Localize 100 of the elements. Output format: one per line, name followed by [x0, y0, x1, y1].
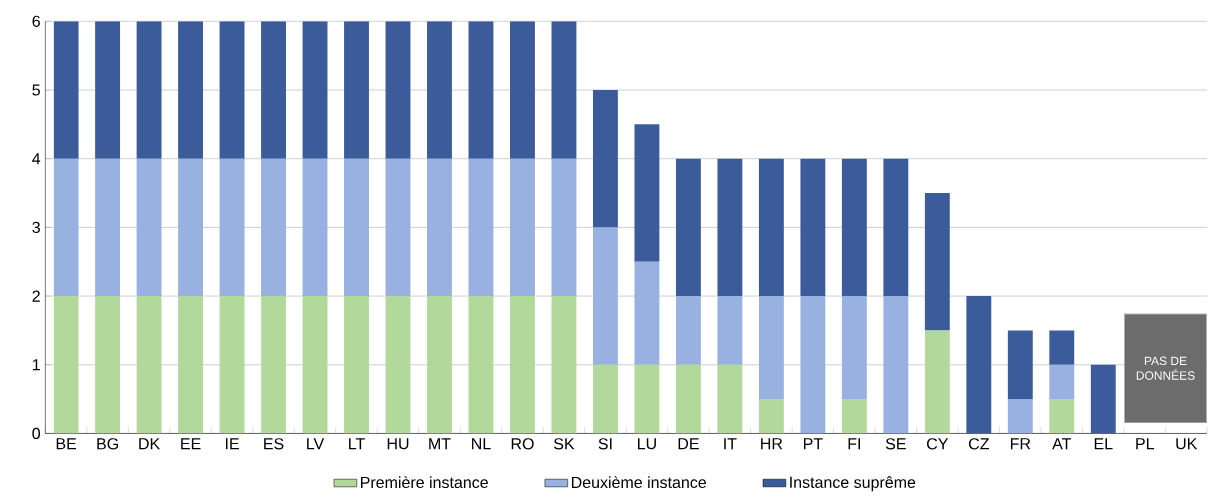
bar [178, 296, 204, 434]
bar [178, 21, 204, 159]
bar [53, 296, 79, 434]
x-tick-label: CY [927, 438, 949, 450]
x-tick-label: PT [803, 438, 823, 450]
legend-label: Instance suprême [790, 476, 916, 492]
bar [510, 21, 535, 159]
x-tick-label: LT [349, 438, 365, 450]
bar [1049, 330, 1075, 365]
bar [758, 399, 784, 434]
bar [468, 296, 494, 434]
x-tick-label: HU [387, 438, 409, 450]
bar [1049, 399, 1075, 434]
x-tick-label: BE [56, 438, 77, 450]
bar [468, 158, 494, 297]
x-tick-label: LV [307, 438, 325, 450]
y-tick-label: 4 [32, 153, 41, 165]
bar [95, 158, 121, 297]
y-tick-label: 3 [32, 221, 40, 233]
x-tick-label: FR [1010, 438, 1031, 450]
x-tick-label: SE [885, 438, 906, 450]
y-tick-label: 5 [32, 84, 40, 96]
bar [675, 364, 701, 434]
bar [841, 158, 867, 297]
bar [219, 158, 245, 297]
bar [551, 21, 577, 159]
bar [261, 21, 286, 159]
bar [385, 21, 411, 159]
bar [592, 364, 618, 434]
bar [427, 21, 452, 159]
bar [924, 330, 950, 434]
bar [717, 364, 743, 434]
x-tick-label: SK [554, 438, 575, 450]
bar [800, 158, 826, 297]
bar [1007, 399, 1033, 434]
bar [385, 296, 411, 434]
y-tick-label: 6 [32, 15, 40, 27]
x-tick-label: BG [97, 438, 118, 450]
x-tick-label: LU [638, 438, 656, 450]
bar [53, 21, 79, 159]
bar [219, 296, 245, 434]
x-tick-label: IE [225, 438, 239, 450]
x-tick-label: DK [139, 438, 161, 450]
bar [883, 158, 909, 297]
bar [302, 158, 328, 297]
y-tick-label: 1 [32, 359, 40, 371]
bar [758, 158, 784, 297]
x-tick-label: EL [1094, 438, 1113, 450]
bar [1049, 364, 1075, 400]
bar [800, 296, 826, 434]
bar [136, 158, 162, 297]
bar [261, 158, 286, 297]
bar [758, 296, 784, 400]
x-tick-label: EE [181, 438, 201, 450]
bar [510, 296, 535, 434]
bar [966, 296, 992, 434]
y-tick-label: 0 [32, 427, 41, 440]
x-tick-label: SI [598, 438, 612, 450]
x-tick-label: FI [848, 438, 860, 450]
bar [1007, 330, 1033, 400]
annotation: PAS DE DONNÉES [1136, 356, 1195, 380]
bar [385, 158, 411, 297]
x-tick-label: PL [1136, 438, 1155, 450]
x-tick-label: DE [678, 438, 699, 450]
x-tick-label: IT [724, 438, 737, 450]
x-tick-label: AT [1052, 438, 1072, 450]
bar [136, 21, 162, 159]
bar [219, 21, 245, 159]
bar [427, 158, 452, 297]
bar [717, 296, 743, 365]
x-tick-label: ES [264, 438, 284, 450]
bar [344, 21, 369, 159]
bar [427, 296, 452, 434]
bar [95, 296, 121, 434]
bar [468, 21, 494, 159]
x-tick-label: RO [511, 438, 534, 450]
bar [261, 296, 286, 434]
legend-label: Deuxième instance [571, 476, 706, 488]
bar [675, 158, 701, 297]
bar [883, 296, 909, 434]
bar [634, 364, 660, 434]
x-tick-label: HR [761, 438, 783, 450]
y-tick-label: 2 [32, 290, 40, 302]
bar [634, 124, 660, 262]
x-tick-label: MT [429, 438, 451, 450]
x-tick-label: CZ [968, 438, 989, 450]
bar [634, 261, 660, 365]
x-tick-label: UK [1176, 438, 1198, 450]
bar [1090, 364, 1116, 434]
bar [344, 158, 369, 297]
bar [302, 296, 328, 434]
bar [592, 89, 618, 228]
bar [841, 296, 867, 400]
bar [551, 296, 577, 434]
bar [551, 158, 577, 297]
bar [178, 158, 204, 297]
legend-label: Première instance [361, 476, 488, 488]
bar [510, 158, 535, 297]
bar [717, 158, 743, 297]
bar [344, 296, 369, 434]
